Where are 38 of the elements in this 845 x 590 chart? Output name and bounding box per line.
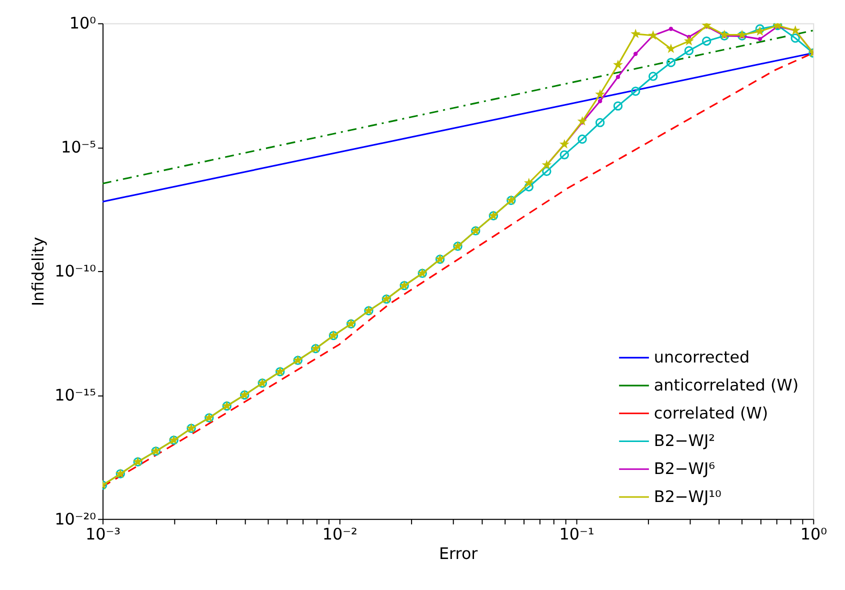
- point: [648, 72, 658, 81]
- point: [542, 166, 552, 176]
- legend-label: correlated (W): [654, 403, 768, 422]
- y-tick-label: 10⁻¹⁵: [54, 385, 96, 404]
- point: [595, 89, 606, 99]
- legend-label: B2−WJ²: [654, 431, 716, 450]
- point: [630, 28, 641, 38]
- point: [684, 36, 694, 46]
- y-tick-label: 10⁰: [69, 14, 96, 33]
- x-axis-title: Error: [438, 544, 478, 564]
- legend-label: B2−WJ⁶: [654, 459, 716, 478]
- point: [595, 118, 605, 128]
- x-tick-label: 10⁰: [800, 524, 827, 544]
- y-tick-label: 10⁻⁵: [61, 138, 96, 157]
- point: [613, 60, 623, 70]
- x-tick-label: 10⁻²: [322, 524, 358, 544]
- legend-label: uncorrected: [654, 348, 750, 367]
- point: [524, 182, 534, 192]
- point: [666, 58, 676, 68]
- point: [648, 30, 658, 40]
- point: [577, 116, 588, 126]
- point: [684, 46, 694, 56]
- point: [790, 25, 800, 35]
- y-axis-title: Infidelity: [28, 236, 48, 306]
- point: [560, 150, 570, 160]
- y-tick-label: 10⁻¹⁰: [54, 262, 96, 281]
- point: [542, 160, 552, 170]
- point: [666, 44, 676, 54]
- point: [790, 34, 800, 43]
- legend-label: anticorrelated (W): [654, 375, 799, 394]
- point: [702, 36, 712, 46]
- point: [559, 139, 570, 149]
- x-tick-label: 10⁻¹: [559, 524, 594, 544]
- point: [524, 178, 534, 188]
- point: [578, 134, 587, 144]
- point: [613, 101, 623, 111]
- legend-label: B2−WJ¹⁰: [654, 486, 722, 506]
- point: [630, 86, 640, 96]
